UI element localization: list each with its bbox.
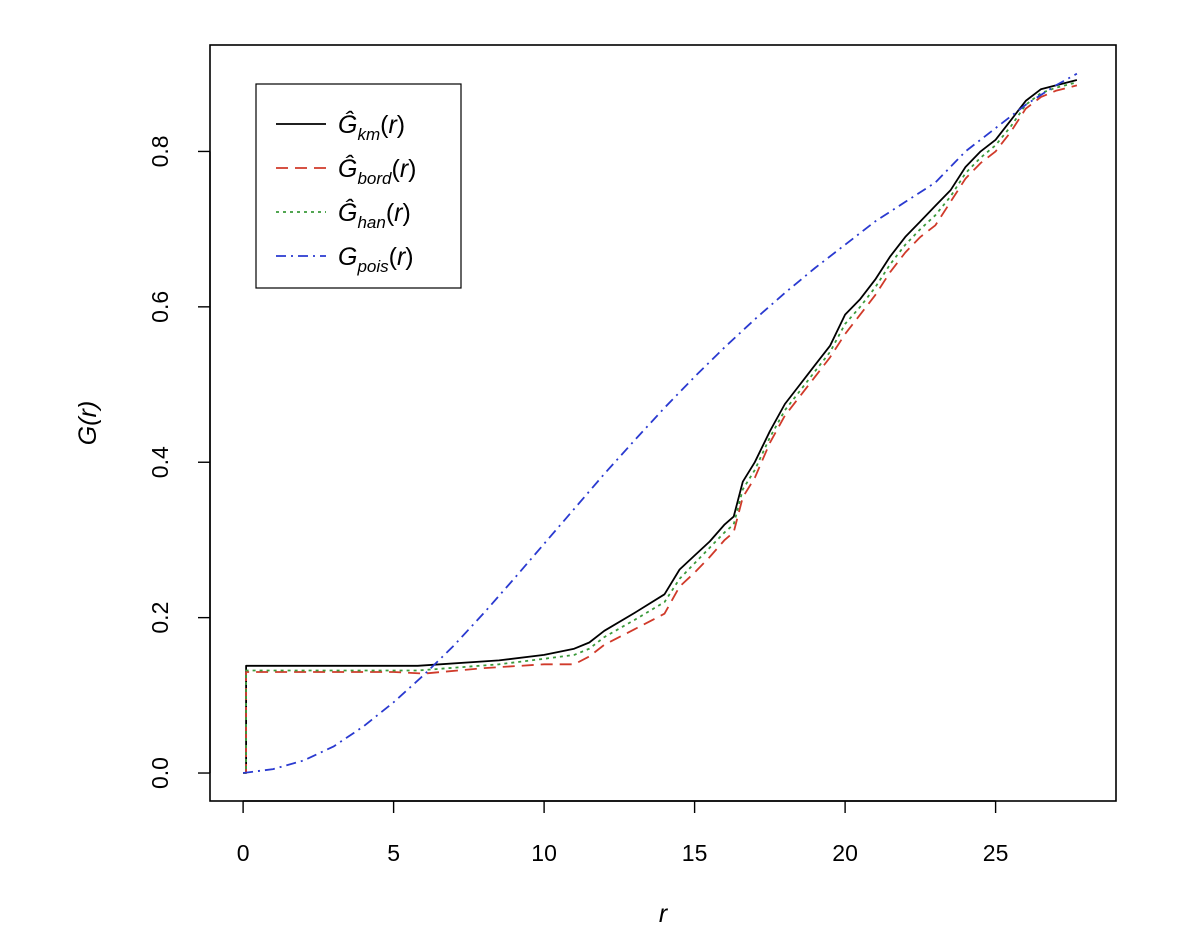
legend-label-2: Ĝhan(r): [338, 198, 411, 232]
series-line-0: [243, 79, 1078, 774]
y-tick-label: 0.6: [147, 291, 173, 323]
legend-box: [255, 83, 462, 289]
y-tick-label: 0.2: [147, 602, 173, 634]
y-tick-label: 0.4: [147, 446, 173, 478]
y-axis: 0.0 0.2 0.4 0.6 0.8: [147, 135, 211, 789]
legend-label-3: Gpois(r): [338, 243, 414, 276]
x-axis-title: r: [659, 900, 669, 928]
legend-label-0: Ĝkm(r): [338, 110, 405, 144]
series-line-3: [242, 72, 1078, 774]
x-tick-label: 20: [832, 840, 858, 866]
x-tick-label: 5: [387, 840, 400, 866]
y-tick-label: 0.8: [147, 135, 173, 167]
legend: Ĝkm(r) Ĝbord(r) Ĝhan(r) Gpois(r): [255, 83, 462, 289]
x-tick-label: 15: [682, 840, 708, 866]
x-tick-label: 25: [983, 840, 1009, 866]
x-axis: 0 5 10 15 20 25: [237, 800, 1009, 866]
legend-label-1: Ĝbord(r): [338, 154, 416, 188]
x-tick-label: 10: [531, 840, 557, 866]
series-layer: [242, 72, 1078, 774]
x-tick-label: 0: [237, 840, 250, 866]
y-tick-label: 0.0: [147, 757, 173, 789]
y-axis-title: G(r): [74, 401, 102, 445]
